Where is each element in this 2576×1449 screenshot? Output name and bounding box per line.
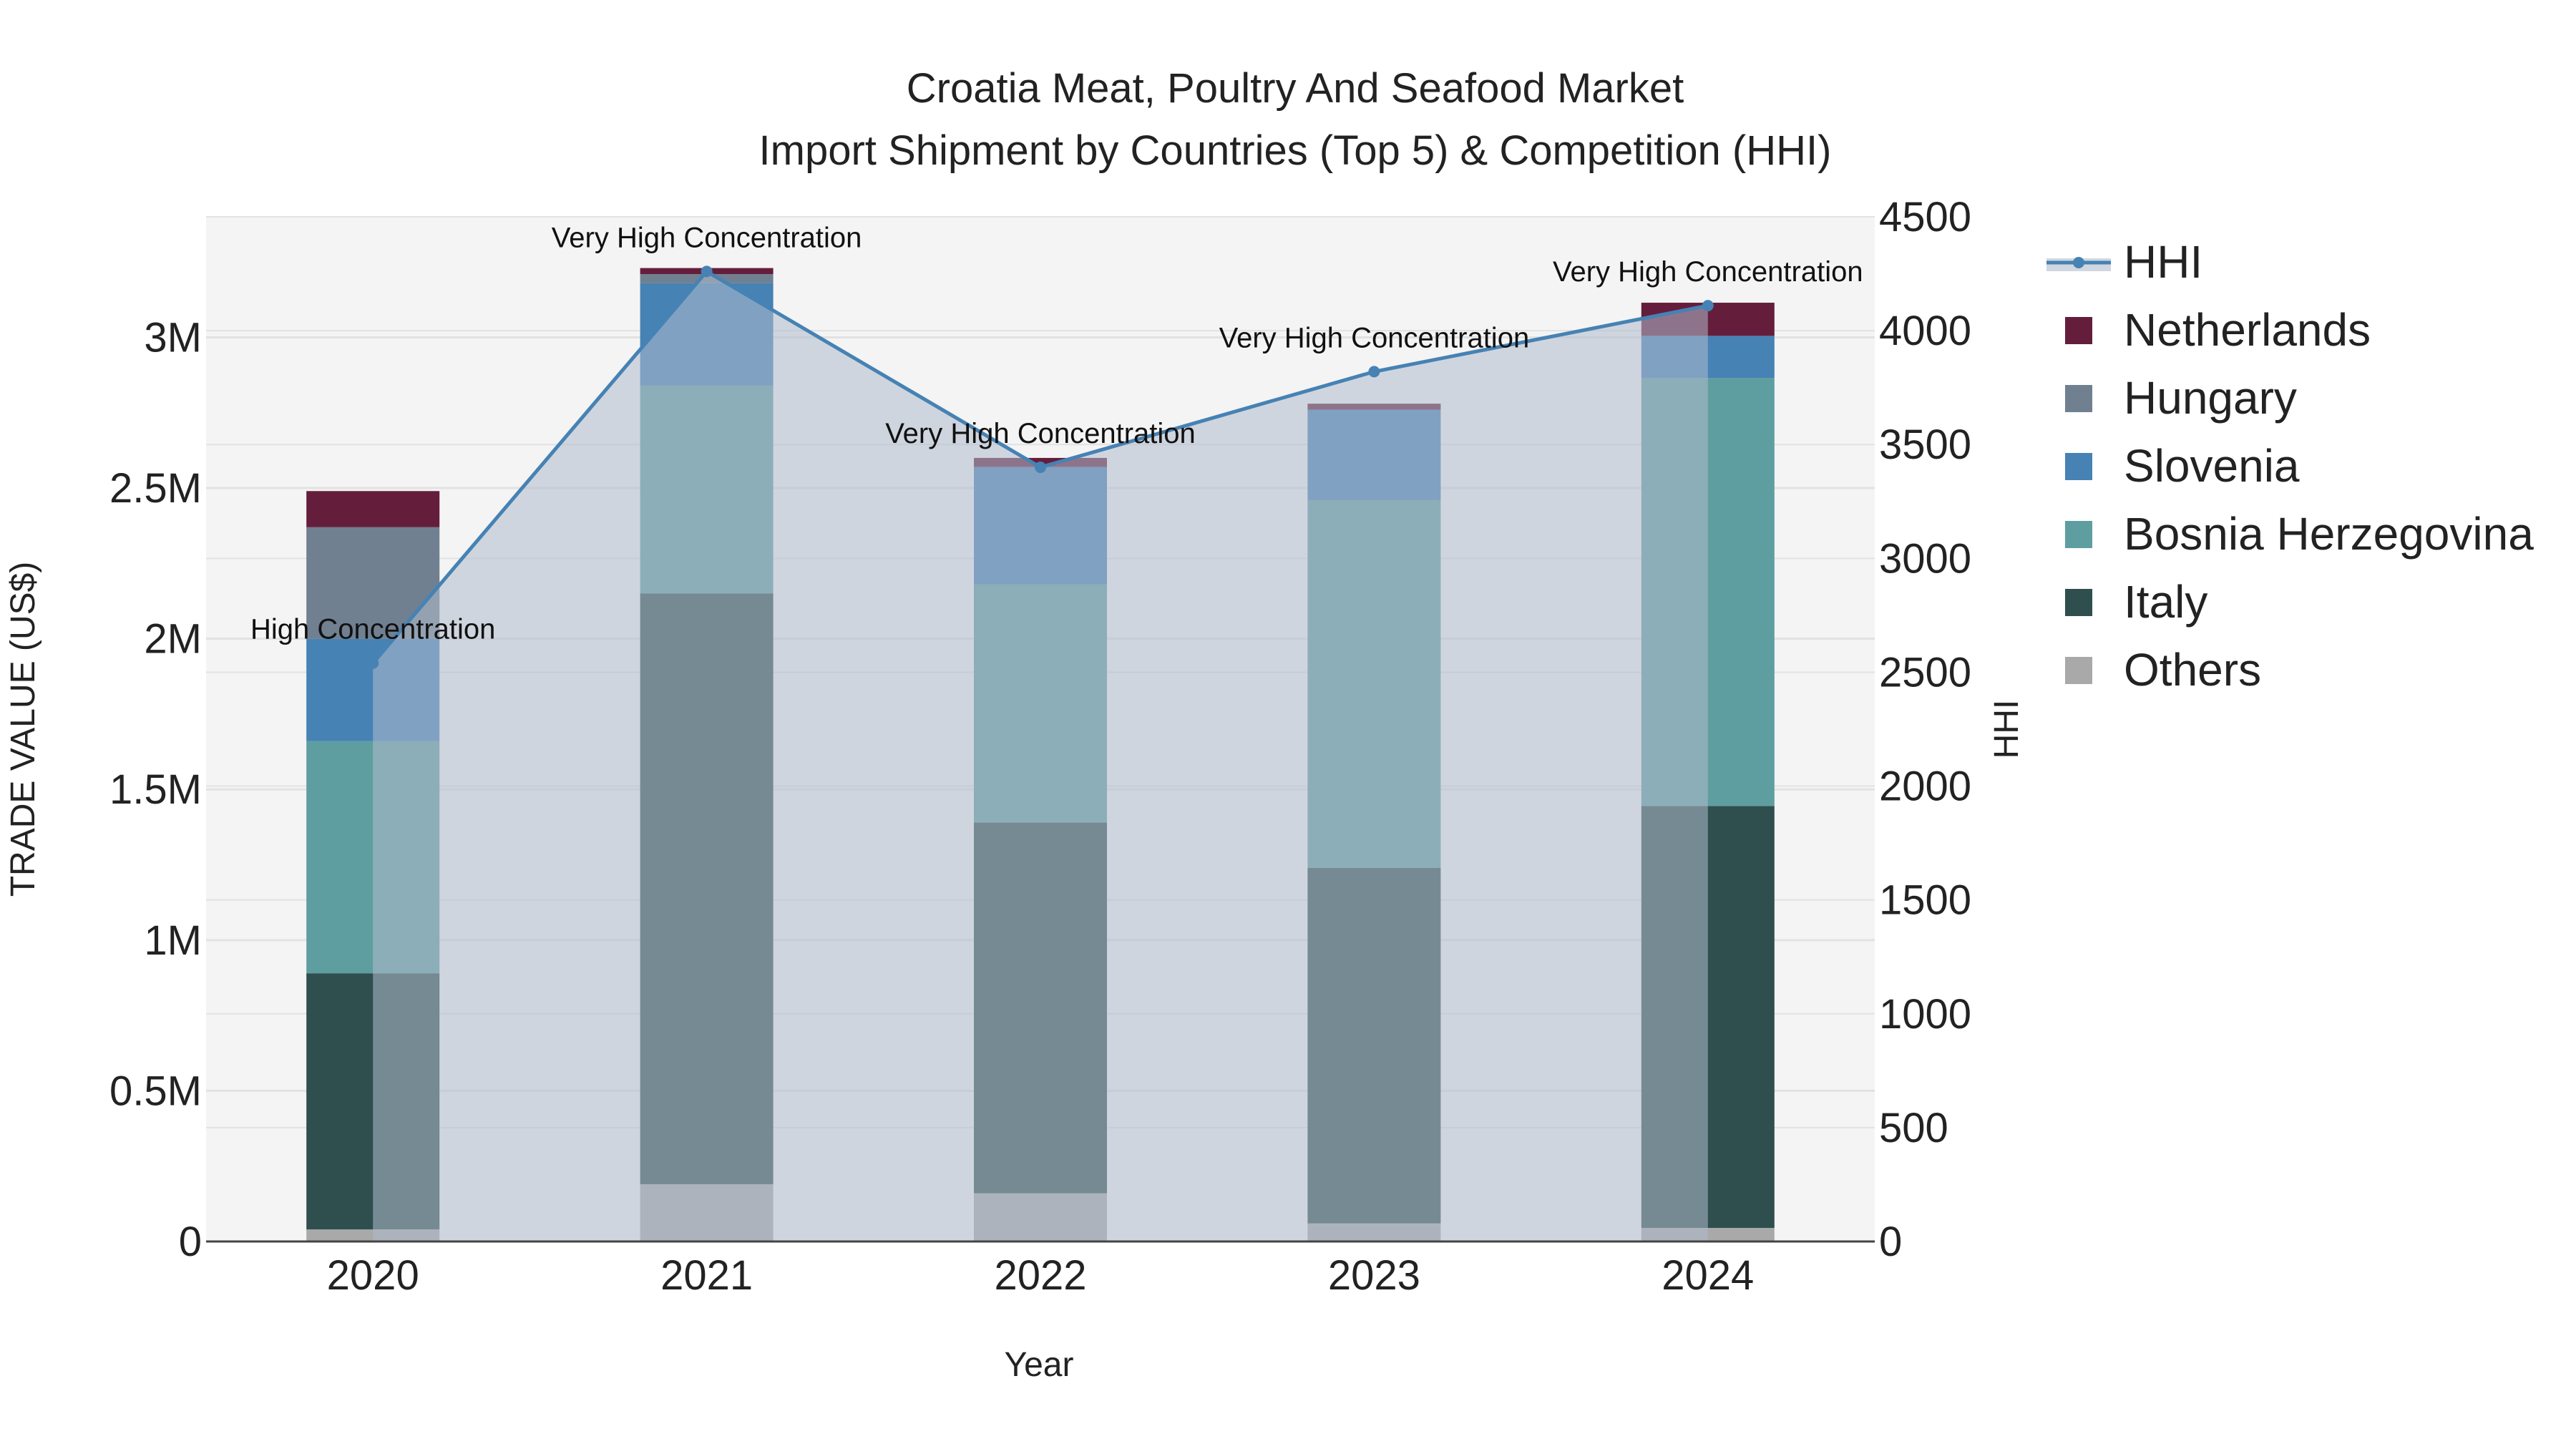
hhi-label-2021: Very High Concentration <box>552 222 862 253</box>
y-tick-label: 3M <box>144 314 202 361</box>
x-tick-label-2024: 2024 <box>1662 1252 1754 1299</box>
y2-tick-label: 1500 <box>1879 877 1971 924</box>
legend-swatch-slovenia <box>2065 453 2092 480</box>
y2-axis-title: HHI <box>1988 700 2026 759</box>
x-tick-label-2022: 2022 <box>994 1252 1086 1299</box>
hhi-point-2021 <box>701 265 713 278</box>
y2-axis-ticks: 0 500 1000 1500 2000 2500 3000 3500 4000 4500 <box>1879 194 1971 1265</box>
hhi-line-series <box>367 265 1714 669</box>
hhi-label-2020: High Concentration <box>250 614 495 645</box>
chart-title-line1: Croatia Meat, Poultry And Seafood Market <box>907 65 1684 112</box>
y-tick-label: 0.5M <box>109 1068 202 1114</box>
legend-swatch-others <box>2065 657 2092 684</box>
x-tick-label-2021: 2021 <box>660 1252 753 1299</box>
y-tick-label: 2.5M <box>109 465 202 512</box>
y-tick-label: 2M <box>144 616 202 663</box>
legend-label-netherlands: Netherlands <box>2124 304 2371 356</box>
y2-tick-label: 2000 <box>1879 763 1971 810</box>
y-tick-label: 1M <box>144 917 202 964</box>
hhi-label-2024: Very High Concentration <box>1553 256 1863 288</box>
legend-label-slovenia: Slovenia <box>2124 440 2300 492</box>
hhi-annotations: High Concentration Very High Concentratio… <box>250 222 1863 645</box>
hhi-label-2022: Very High Concentration <box>885 418 1196 449</box>
hhi-point-2024 <box>1702 300 1714 312</box>
hhi-label-2023: Very High Concentration <box>1219 322 1530 353</box>
legend-label-bosnia-herzegovina: Bosnia Herzegovina <box>2124 508 2534 560</box>
y2-tick-label: 0 <box>1879 1219 1902 1265</box>
legend: HHI Netherlands Hungary Slovenia Bosnia Herz… <box>2046 236 2534 696</box>
hhi-area <box>373 271 1708 1242</box>
hhi-point-2023 <box>1368 366 1380 378</box>
legend-swatch-netherlands <box>2065 317 2092 344</box>
legend-swatch-italy <box>2065 589 2092 616</box>
y-axis-title: TRADE VALUE (US$) <box>4 562 42 897</box>
y2-tick-label: 3000 <box>1879 535 1971 582</box>
y-axis-ticks: 0 0.5M 1M 1.5M 2M 2.5M 3M <box>109 314 202 1265</box>
y-tick-label: 1.5M <box>109 766 202 813</box>
legend-label-others: Others <box>2124 644 2261 696</box>
y2-tick-label: 1000 <box>1879 991 1971 1038</box>
legend-label-hungary: Hungary <box>2124 372 2297 424</box>
y2-tick-label: 3500 <box>1879 421 1971 468</box>
legend-swatch-bosnia-herzegovina <box>2065 521 2092 548</box>
y-tick-label: 0 <box>179 1219 202 1265</box>
y2-tick-label: 4000 <box>1879 308 1971 354</box>
hhi-area-fill <box>373 271 1708 1242</box>
y2-tick-label: 4500 <box>1879 194 1971 240</box>
bar-netherlands-2020 <box>306 491 440 527</box>
hhi-point-2022 <box>1035 462 1046 474</box>
x-axis-ticks: 2020 2021 2022 2023 2024 <box>327 1252 1755 1299</box>
x-tick-label-2023: 2023 <box>1328 1252 1420 1299</box>
y2-tick-label: 500 <box>1879 1105 1948 1151</box>
y2-tick-label: 2500 <box>1879 649 1971 696</box>
legend-swatch-hhi-marker <box>2073 257 2084 268</box>
hhi-point-2020 <box>367 657 379 669</box>
x-axis-title: Year <box>1005 1346 1074 1384</box>
legend-label-hhi: HHI <box>2124 236 2202 288</box>
chart-title-line2: Import Shipment by Countries (Top 5) & C… <box>759 127 1832 174</box>
x-tick-label-2020: 2020 <box>327 1252 419 1299</box>
legend-label-italy: Italy <box>2124 576 2207 628</box>
legend-swatch-hungary <box>2065 385 2092 412</box>
